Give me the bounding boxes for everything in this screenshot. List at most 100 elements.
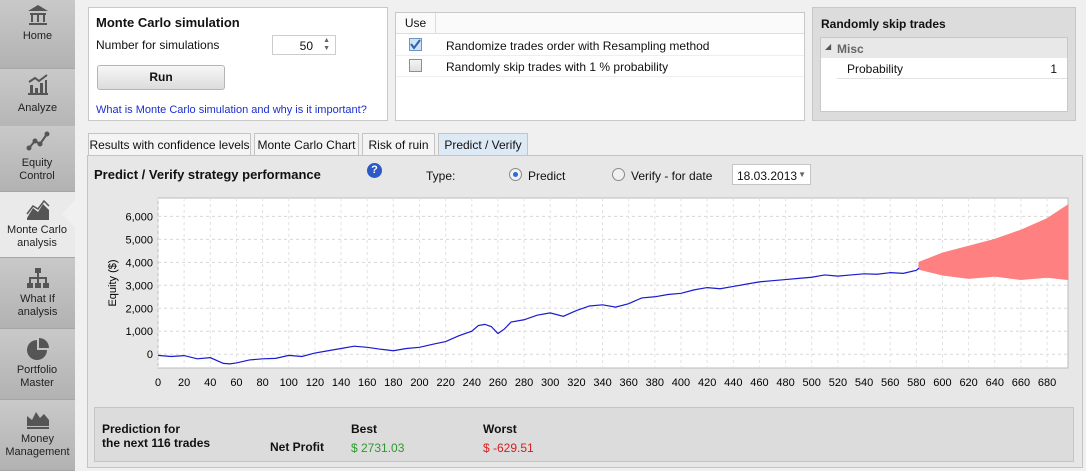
y-tick-label: 0 bbox=[147, 349, 153, 361]
predict-radio[interactable] bbox=[509, 168, 522, 181]
best-header: Best bbox=[351, 422, 378, 436]
x-tick-label: 220 bbox=[436, 377, 454, 389]
hierarchy-icon bbox=[26, 268, 49, 288]
predict-title: Predict / Verify strategy performance bbox=[94, 167, 321, 182]
simulation-title: Monte Carlo simulation bbox=[96, 15, 240, 30]
x-tick-label: 160 bbox=[358, 377, 376, 389]
tab-predict-verify[interactable]: Predict / Verify bbox=[438, 133, 528, 156]
simulation-count-stepper[interactable]: 50 ▲ ▼ bbox=[272, 35, 336, 55]
x-tick-label: 300 bbox=[541, 377, 559, 389]
x-tick-label: 140 bbox=[332, 377, 350, 389]
spin-arrows-icon[interactable]: ▲ ▼ bbox=[323, 37, 330, 52]
tab-risk-of-ruin[interactable]: Risk of ruin bbox=[362, 133, 435, 156]
tab-results[interactable]: Results with confidence levels bbox=[88, 133, 251, 156]
x-tick-label: 0 bbox=[155, 377, 161, 389]
verify-radio-label[interactable]: Verify - for date bbox=[631, 169, 713, 183]
type-label: Type: bbox=[426, 169, 456, 183]
skip-trades-checkbox[interactable] bbox=[409, 59, 422, 72]
x-tick-label: 80 bbox=[256, 377, 268, 389]
sidebar-item-label: Monte Carlo analysis bbox=[7, 224, 67, 249]
y-tick-label: 3,000 bbox=[125, 280, 153, 292]
label-column-header bbox=[436, 13, 804, 34]
x-tick-label: 240 bbox=[463, 377, 481, 389]
x-tick-label: 580 bbox=[907, 377, 925, 389]
sidebar-item-label: Money Management bbox=[5, 433, 70, 458]
prediction-caption-line1: Prediction for bbox=[102, 422, 181, 436]
x-tick-label: 540 bbox=[855, 377, 873, 389]
table-row[interactable]: Randomly skip trades with 1 % probabilit… bbox=[396, 56, 804, 77]
date-select[interactable]: 18.03.2013 ▼ bbox=[732, 164, 811, 185]
prediction-summary: Prediction for the next 116 trades Best … bbox=[94, 407, 1074, 462]
sidebar-item-home[interactable]: Home bbox=[0, 0, 75, 69]
x-tick-label: 440 bbox=[724, 377, 742, 389]
property-name: Probability bbox=[847, 62, 904, 76]
sidebar-item-equity-control[interactable]: Equity Control bbox=[0, 126, 75, 192]
help-icon[interactable]: ? bbox=[367, 163, 382, 178]
randomize-checkbox[interactable] bbox=[409, 38, 422, 51]
x-tick-label: 120 bbox=[306, 377, 324, 389]
sidebar-item-label: Home bbox=[22, 30, 53, 42]
prediction-caption-line2: the next 116 trades bbox=[102, 436, 211, 450]
y-tick-label: 1,000 bbox=[125, 326, 153, 338]
date-value: 18.03.2013 bbox=[737, 169, 798, 183]
prediction-band bbox=[918, 203, 1069, 281]
pie-icon bbox=[26, 338, 49, 360]
x-tick-label: 520 bbox=[829, 377, 847, 389]
property-group-label: Misc bbox=[837, 42, 864, 56]
property-value[interactable]: 1 bbox=[1050, 62, 1057, 76]
table-row[interactable]: Randomize trades order with Resampling m… bbox=[396, 35, 804, 56]
sidebar-item-label: Portfolio Master bbox=[16, 364, 58, 389]
y-axis-label: Equity ($) bbox=[107, 259, 119, 306]
checkmark-icon bbox=[410, 39, 421, 50]
sidebar-item-monte-carlo[interactable]: Monte Carlo analysis bbox=[0, 192, 75, 258]
help-link[interactable]: What is Monte Carlo simulation and why i… bbox=[96, 104, 367, 116]
x-tick-label: 380 bbox=[646, 377, 664, 389]
x-tick-label: 640 bbox=[986, 377, 1004, 389]
net-profit-label: Net Profit bbox=[270, 440, 324, 454]
property-grid: ◢ Misc Probability 1 bbox=[820, 37, 1068, 112]
skip-trades-title: Randomly skip trades bbox=[821, 17, 946, 31]
use-column-header: Use bbox=[396, 13, 436, 34]
y-tick-label: 6,000 bbox=[125, 211, 153, 223]
plot-area bbox=[157, 197, 1069, 369]
money-chart-icon bbox=[26, 412, 49, 429]
sidebar-item-what-if[interactable]: What If analysis bbox=[0, 258, 75, 329]
x-tick-label: 340 bbox=[593, 377, 611, 389]
equity-series-line bbox=[157, 267, 920, 365]
simulation-count-label: Number for simulations bbox=[96, 38, 220, 52]
x-tick-label: 600 bbox=[933, 377, 951, 389]
chevron-down-icon[interactable]: ▼ bbox=[798, 170, 806, 179]
x-tick-label: 480 bbox=[776, 377, 794, 389]
collapse-triangle-icon[interactable]: ◢ bbox=[825, 42, 832, 51]
verify-radio[interactable] bbox=[612, 168, 625, 181]
x-tick-label: 200 bbox=[410, 377, 428, 389]
x-tick-label: 20 bbox=[178, 377, 190, 389]
run-button[interactable]: Run bbox=[97, 65, 225, 90]
x-tick-label: 680 bbox=[1038, 377, 1056, 389]
skip-trades-label: Randomly skip trades with 1 % probabilit… bbox=[446, 60, 669, 74]
y-tick-label: 5,000 bbox=[125, 234, 153, 246]
tab-monte-carlo-chart[interactable]: Monte Carlo Chart bbox=[254, 133, 359, 156]
monte-carlo-icon bbox=[25, 199, 50, 220]
sidebar-item-label: Analyze bbox=[17, 102, 58, 114]
sidebar-item-label: Equity Control bbox=[19, 157, 55, 182]
active-pointer bbox=[62, 200, 75, 228]
predict-radio-label[interactable]: Predict bbox=[528, 169, 566, 183]
best-net-profit: $ 2731.03 bbox=[351, 441, 405, 455]
property-row[interactable]: Probability 1 bbox=[837, 58, 1067, 79]
options-table: Use Randomize trades order with Resampli… bbox=[395, 12, 805, 121]
property-group[interactable]: ◢ Misc bbox=[821, 38, 1067, 58]
x-tick-label: 180 bbox=[384, 377, 402, 389]
bank-icon bbox=[27, 5, 48, 25]
x-tick-label: 660 bbox=[1012, 377, 1030, 389]
x-tick-label: 60 bbox=[230, 377, 242, 389]
x-tick-label: 320 bbox=[567, 377, 585, 389]
analyze-chart-icon bbox=[27, 74, 48, 95]
sidebar-item-portfolio-master[interactable]: Portfolio Master bbox=[0, 329, 75, 400]
y-tick-label: 2,000 bbox=[125, 303, 153, 315]
x-tick-label: 460 bbox=[750, 377, 768, 389]
randomize-label: Randomize trades order with Resampling m… bbox=[446, 39, 710, 53]
sidebar-item-money-management[interactable]: Money Management bbox=[0, 400, 75, 471]
x-tick-label: 260 bbox=[489, 377, 507, 389]
equity-control-icon bbox=[26, 131, 49, 151]
